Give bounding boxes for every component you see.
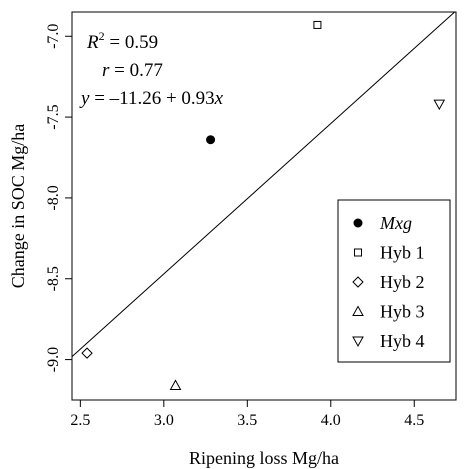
regression-line (71, 11, 455, 357)
data-point (206, 135, 216, 145)
eq-body: = –11.26 + 0.93 (89, 88, 214, 109)
data-point (313, 20, 322, 29)
x-tick-label: 4.5 (404, 412, 424, 429)
r2-value: = 0.59 (105, 32, 158, 53)
y-tick-label: -7.0 (45, 24, 62, 49)
eq-y: y (79, 88, 90, 109)
r-symbol: r (102, 60, 110, 81)
legend-marker (352, 336, 364, 348)
r2-symbol: R (86, 32, 99, 53)
r2-annotation: R2 = 0.59 (86, 29, 158, 53)
legend-label: Hyb 2 (380, 272, 425, 292)
legend-marker (354, 248, 362, 257)
data-point (81, 347, 93, 359)
y-axis-label: Change in SOC Mg/ha (8, 124, 28, 289)
regression-group (71, 11, 455, 357)
x-tick-label: 2.5 (70, 412, 90, 429)
y-tick-label: -8.0 (45, 185, 62, 210)
x-tick-label: 4.0 (321, 412, 341, 429)
legend-marker (352, 276, 364, 288)
r2-superscript: 2 (99, 29, 105, 43)
r-annotation: r = 0.77 (102, 60, 163, 81)
legend-label: Mxg (379, 213, 412, 233)
x-tick-label: 3.0 (154, 412, 174, 429)
equation-annotation: y = –11.26 + 0.93x (79, 88, 224, 109)
plot-frame (71, 11, 457, 401)
ticks-group: 2.5 3.0 3.5 4.0 4.5 -9.0 -8.5 -8.0 -7.5 -7.0 (45, 24, 424, 429)
y-tick-label: -9.0 (45, 347, 62, 372)
legend-label: Hyb 3 (380, 302, 425, 322)
y-tick-label: -7.5 (45, 104, 62, 129)
legend: Mxg Hyb 1 Hyb 2 Hyb 3 Hyb 4 (337, 199, 451, 363)
legend-marker (352, 305, 364, 316)
points-group (81, 20, 446, 390)
r-value: = 0.77 (109, 60, 162, 81)
data-point (169, 379, 182, 390)
x-tick-label: 3.5 (237, 412, 257, 429)
x-axis-label: Ripening loss Mg/ha (189, 448, 339, 468)
data-point (433, 99, 446, 111)
legend-label: Hyb 4 (380, 331, 425, 351)
y-tick-label: -8.5 (45, 266, 62, 291)
eq-x: x (214, 88, 224, 109)
legend-marker (353, 218, 363, 228)
legend-label: Hyb 1 (380, 243, 425, 263)
